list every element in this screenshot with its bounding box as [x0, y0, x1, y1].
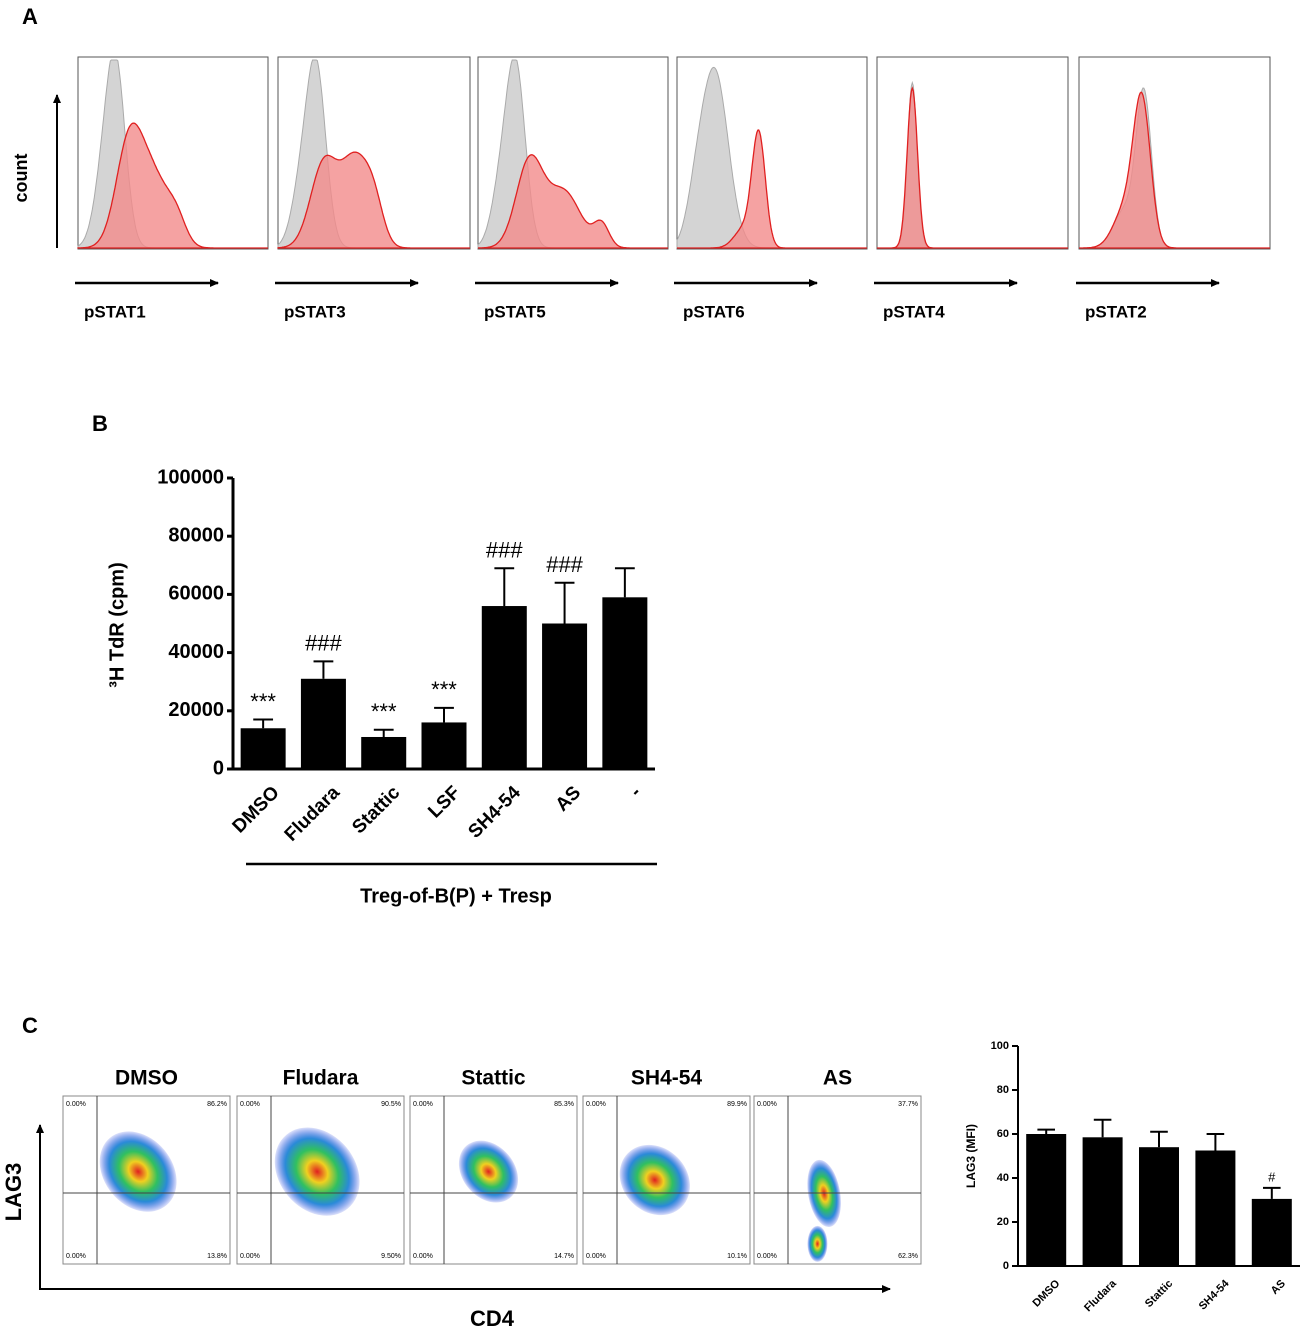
x-tick-label: SH4-54: [1197, 1277, 1232, 1312]
y-tick-label: 40: [997, 1172, 1009, 1184]
x-tick-label: AS: [552, 782, 586, 816]
treated-histogram: [477, 154, 668, 249]
annotation: ***: [371, 699, 397, 724]
quadrant-label: 0.00%: [586, 1253, 606, 1260]
y-tick-label: 80: [997, 1084, 1009, 1096]
density-cloud: [274, 1127, 360, 1216]
annotation: ***: [250, 689, 276, 714]
density-cloud: [99, 1131, 177, 1212]
quadrant-label: 0.00%: [413, 1253, 433, 1260]
annotation: ###: [546, 552, 583, 577]
x-tick-label: Stattic: [348, 782, 404, 838]
treated-histogram: [677, 129, 867, 249]
x-tick-label: Stattic: [1143, 1278, 1175, 1310]
bar: [1195, 1150, 1236, 1266]
y-tick-label: 40000: [168, 641, 224, 663]
quadrant-label: 0.00%: [240, 1253, 260, 1260]
plot-title: Fludara: [283, 1067, 359, 1090]
quadrant-label: 0.00%: [757, 1253, 777, 1260]
bar: [421, 722, 467, 769]
quadrant-label: 37.7%: [898, 1101, 918, 1108]
histogram-label: pSTAT3: [284, 302, 346, 321]
bar: [1251, 1198, 1292, 1266]
bar: [1082, 1137, 1123, 1266]
histogram-frame: [1078, 56, 1271, 250]
bar: [361, 736, 407, 769]
plot-title: AS: [823, 1067, 852, 1090]
bar: [1139, 1147, 1179, 1266]
annotation: ###: [486, 538, 523, 563]
y-tick-label: 20000: [168, 699, 224, 721]
x-tick-label: DMSO: [229, 782, 284, 837]
density-cloud: [807, 1225, 828, 1262]
y-tick-label: 60000: [168, 583, 224, 605]
annotation: ###: [305, 631, 342, 656]
histogram-label: pSTAT4: [883, 302, 945, 321]
y-axis-label: ³H TdR (cpm): [106, 562, 128, 688]
density-cloud: [619, 1144, 690, 1216]
bar: [240, 728, 286, 769]
plot-frame: [753, 1095, 922, 1265]
treated-histogram: [877, 86, 1068, 249]
axis-label: CD4: [470, 1306, 515, 1331]
y-axis-label: LAG3 (MFI): [964, 1124, 978, 1188]
x-tick-label: AS: [1269, 1278, 1288, 1297]
quadrant-label: 0.00%: [413, 1101, 433, 1108]
y-tick-label: 0: [213, 757, 224, 779]
y-tick-label: 100: [991, 1040, 1009, 1052]
histogram-label: pSTAT2: [1085, 302, 1147, 321]
quadrant-label: 0.00%: [586, 1101, 606, 1108]
plot-title: SH4-54: [631, 1067, 703, 1090]
y-tick-label: 60: [997, 1128, 1009, 1140]
quadrant-label: 0.00%: [66, 1253, 86, 1260]
x-tick-label: -: [626, 782, 645, 801]
quadrant-label: 9.50%: [381, 1253, 401, 1260]
quadrant-label: 0.00%: [66, 1101, 86, 1108]
x-tick-label: SH4-54: [464, 782, 525, 843]
annotation: #: [1268, 1170, 1276, 1185]
bar: [542, 623, 588, 769]
quadrant-label: 13.8%: [207, 1253, 227, 1260]
density-cloud: [458, 1140, 519, 1203]
histogram-label: pSTAT1: [84, 302, 146, 321]
quadrant-label: 0.00%: [757, 1101, 777, 1108]
histogram-label: pSTAT5: [484, 302, 546, 321]
axis-label: count: [11, 154, 31, 203]
panel-label: B: [92, 411, 108, 436]
histogram-label: pSTAT6: [683, 302, 745, 321]
x-tick-label: Fludara: [1082, 1277, 1119, 1314]
bar: [481, 606, 527, 769]
x-tick-label: Fludara: [281, 782, 345, 846]
treated-histogram: [1079, 91, 1270, 249]
bar: [602, 597, 648, 769]
quadrant-label: 62.3%: [898, 1253, 918, 1260]
y-tick-label: 80000: [168, 524, 224, 546]
quadrant-label: 85.3%: [554, 1101, 574, 1108]
treated-histogram: [77, 122, 268, 249]
quadrant-label: 14.7%: [554, 1253, 574, 1260]
quadrant-label: 86.2%: [207, 1101, 227, 1108]
annotation: ***: [431, 677, 457, 702]
plot-title: DMSO: [115, 1067, 178, 1090]
quadrant-label: 10.1%: [727, 1253, 747, 1260]
panel-label: C: [22, 1013, 38, 1038]
quadrant-label: 89.9%: [727, 1101, 747, 1108]
bar: [1026, 1134, 1067, 1266]
x-tick-label: LSF: [424, 782, 464, 822]
quadrant-label: 0.00%: [240, 1101, 260, 1108]
y-tick-label: 20: [997, 1216, 1009, 1228]
bar: [300, 678, 346, 769]
treated-histogram: [277, 151, 470, 249]
y-tick-label: 0: [1003, 1260, 1009, 1272]
axis-label: LAG3: [1, 1163, 26, 1222]
x-tick-label: DMSO: [1031, 1277, 1063, 1309]
panel-label: A: [22, 4, 38, 29]
plot-title: Stattic: [461, 1067, 526, 1090]
quadrant-label: 90.5%: [381, 1101, 401, 1108]
group-label: Treg-of-B(P) + Tresp: [360, 885, 552, 907]
y-tick-label: 100000: [157, 466, 224, 488]
